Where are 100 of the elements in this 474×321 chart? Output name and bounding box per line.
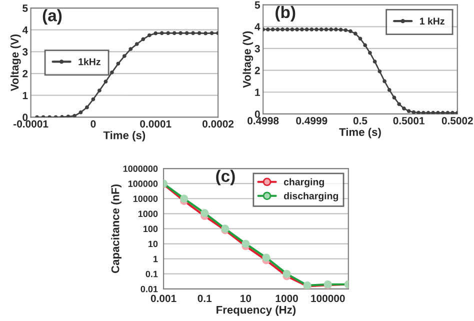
y-tick-label: 2 bbox=[254, 66, 260, 74]
point bbox=[178, 31, 183, 36]
point bbox=[276, 28, 280, 32]
y-tick-label: 1 bbox=[22, 92, 28, 100]
x-tick-label: 10 bbox=[240, 294, 252, 302]
point bbox=[387, 88, 392, 92]
point bbox=[334, 28, 338, 32]
x-tick-label: 0.0002 bbox=[202, 120, 234, 128]
y-tick-label: 100 bbox=[143, 226, 158, 232]
point bbox=[310, 28, 314, 32]
point bbox=[450, 110, 454, 114]
x-tick-label: 0 bbox=[90, 120, 96, 128]
x-tick-label: 1000 bbox=[276, 294, 298, 302]
point bbox=[72, 114, 76, 118]
point bbox=[397, 102, 402, 106]
x-axis-title: Time (s) bbox=[339, 128, 381, 138]
y-tick-label: 5 bbox=[254, 1, 260, 9]
point bbox=[431, 110, 436, 114]
y-tick-label: 3 bbox=[254, 44, 260, 52]
point bbox=[204, 31, 208, 36]
x-tick-label: 0.5001 bbox=[393, 117, 424, 124]
y-tick-label: 0.01 bbox=[140, 286, 158, 292]
y-tick-label: 1000000 bbox=[123, 165, 158, 172]
point bbox=[172, 31, 176, 36]
point bbox=[85, 105, 89, 110]
point bbox=[141, 37, 146, 42]
point bbox=[128, 47, 133, 52]
point bbox=[66, 114, 70, 118]
x-tick-label: -0.0001 bbox=[14, 120, 48, 128]
y-tick-label: 5 bbox=[22, 4, 28, 12]
point bbox=[197, 31, 202, 36]
point bbox=[440, 110, 445, 114]
legend-label: discharging bbox=[284, 192, 338, 202]
y-axis-title: Voltage (V) bbox=[10, 34, 21, 92]
y-tick-label: 1 bbox=[154, 256, 158, 262]
annotation: (c) bbox=[216, 170, 235, 186]
annotation: (b) bbox=[276, 6, 296, 22]
y-tick-label: 0 bbox=[254, 110, 260, 118]
point bbox=[406, 109, 411, 114]
y-axis-title: Voltage (V) bbox=[242, 31, 254, 88]
point bbox=[98, 88, 102, 92]
point bbox=[147, 33, 152, 38]
y-tick-label: 0.1 bbox=[146, 270, 158, 278]
x-tick-label: 0.1 bbox=[198, 294, 212, 302]
y-axis-title: Capacitance (nF) bbox=[111, 184, 122, 274]
x-tick-label: 0.4998 bbox=[248, 117, 279, 124]
y-tick-label: 2 bbox=[22, 70, 28, 78]
legend-label: charging bbox=[284, 178, 324, 188]
point bbox=[421, 110, 426, 114]
point bbox=[416, 110, 420, 114]
point bbox=[295, 28, 300, 32]
point bbox=[104, 80, 108, 84]
point bbox=[344, 28, 348, 32]
point bbox=[324, 28, 328, 32]
point bbox=[353, 32, 358, 36]
point bbox=[436, 110, 440, 114]
point bbox=[300, 28, 304, 32]
point bbox=[122, 54, 126, 58]
x-axis-title: Frequency (Hz) bbox=[216, 306, 296, 316]
y-tick-label: 4 bbox=[254, 23, 260, 30]
x-axis-title: Time (s) bbox=[103, 131, 146, 142]
point bbox=[412, 110, 416, 114]
x-tick-label: 0.4999 bbox=[296, 117, 328, 124]
y-tick-label: 3 bbox=[22, 48, 28, 56]
point bbox=[160, 31, 164, 36]
point bbox=[382, 79, 386, 84]
point bbox=[280, 28, 284, 32]
point bbox=[166, 31, 170, 36]
x-tick-label: 0.5 bbox=[353, 117, 368, 124]
x-tick-label: 0.001 bbox=[150, 294, 176, 302]
point bbox=[290, 28, 294, 32]
point bbox=[91, 97, 96, 102]
point bbox=[110, 70, 114, 74]
point bbox=[338, 28, 343, 32]
point bbox=[348, 29, 352, 34]
point bbox=[191, 31, 196, 36]
point bbox=[319, 28, 324, 32]
point bbox=[314, 28, 318, 32]
point bbox=[446, 110, 450, 114]
x-tick-label: 0.5002 bbox=[442, 117, 473, 124]
point bbox=[116, 62, 120, 66]
point bbox=[378, 69, 382, 74]
point bbox=[154, 31, 158, 36]
y-tick-label: 1 bbox=[255, 88, 260, 96]
y-tick-label: 1000 bbox=[138, 210, 158, 218]
point bbox=[270, 28, 275, 32]
point bbox=[266, 28, 270, 32]
y-tick-label: 100000 bbox=[128, 180, 158, 187]
point bbox=[184, 31, 189, 36]
point bbox=[210, 31, 214, 36]
point bbox=[304, 28, 309, 32]
point bbox=[372, 60, 377, 64]
annotation: (a) bbox=[42, 9, 62, 25]
point bbox=[329, 28, 334, 32]
point bbox=[402, 106, 406, 110]
y-tick-label: 10000 bbox=[133, 196, 158, 202]
x-tick-label: 0.0001 bbox=[140, 120, 172, 128]
legend-label: 1 kHz bbox=[420, 17, 444, 24]
y-tick-label: 4 bbox=[22, 26, 28, 34]
point bbox=[358, 36, 362, 41]
